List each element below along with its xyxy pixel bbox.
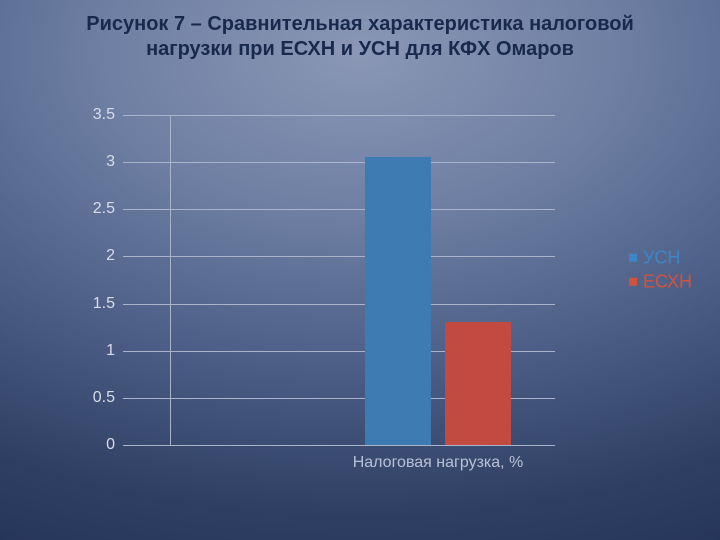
y-tick-label: 2.5	[75, 200, 115, 218]
chart-area: Налоговая нагрузка, % 00.511.522.533.5	[75, 115, 555, 445]
grid-line	[123, 209, 555, 210]
bar-УСН	[365, 157, 431, 445]
y-tick-label: 0	[75, 436, 115, 454]
x-category-label: Налоговая нагрузка, %	[348, 453, 528, 472]
y-tick-label: 2	[75, 247, 115, 265]
legend-label: УСН	[643, 246, 680, 270]
y-tick-label: 1	[75, 342, 115, 360]
plot-area: Налоговая нагрузка, %	[123, 115, 555, 445]
legend-swatch-icon	[629, 254, 637, 262]
grid-line	[123, 445, 555, 446]
grid-line	[123, 256, 555, 257]
y-tick-label: 0.5	[75, 389, 115, 407]
legend-swatch-icon	[629, 278, 637, 286]
chart-title: Рисунок 7 – Сравнительная характеристика…	[60, 12, 660, 62]
y-axis-line	[170, 115, 171, 445]
legend-item-ЕСХН: ЕСХН	[629, 270, 692, 294]
bar-ЕСХН	[445, 322, 511, 445]
grid-line	[123, 162, 555, 163]
legend-label: ЕСХН	[643, 270, 692, 294]
y-tick-label: 3.5	[75, 106, 115, 124]
grid-line	[123, 115, 555, 116]
y-tick-label: 3	[75, 153, 115, 171]
grid-line	[123, 304, 555, 305]
y-tick-label: 1.5	[75, 295, 115, 313]
legend: УСНЕСХН	[629, 246, 692, 295]
legend-item-УСН: УСН	[629, 246, 692, 270]
